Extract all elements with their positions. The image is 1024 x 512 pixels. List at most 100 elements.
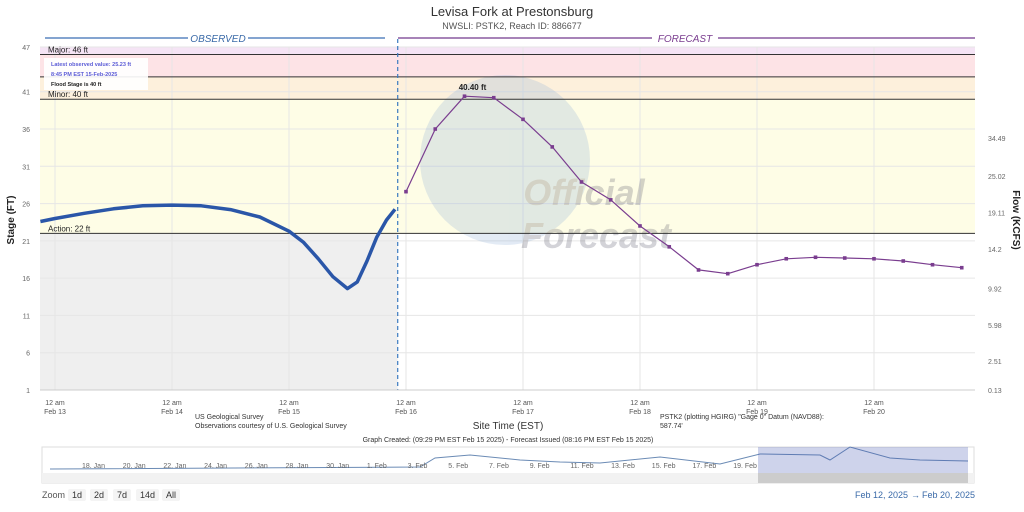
x-tick-label: 12 am [513, 400, 533, 407]
graph-created-note: Graph Created: (09:29 PM EST Feb 15 2025… [363, 437, 654, 444]
usgs-note: US Geological Survey Observations courtes… [195, 414, 347, 430]
y2-tick-label: 25.02 [988, 174, 1006, 181]
x-tick-label: 12 am [864, 400, 884, 407]
observed-header: OBSERVED [190, 34, 245, 45]
forecast-point [638, 224, 642, 228]
y2-tick-label: 0.13 [988, 388, 1002, 395]
navigator-date-label: 9. Feb [530, 463, 550, 470]
y2-tick-label: 5.98 [988, 323, 1002, 330]
navigator-date-label: 22. Jan [163, 463, 186, 470]
action-threshold-label: Action: 22 ft [48, 224, 91, 233]
forecast-point [404, 189, 408, 194]
zoom-label: Zoom [42, 490, 65, 500]
forecast-point [608, 198, 613, 202]
navigator-date-label: 24. Jan [204, 463, 227, 470]
navigator-date-label: 7. Feb [489, 463, 509, 470]
navigator-date-label: 3. Feb [408, 463, 428, 470]
major-threshold-label: Major: 46 ft [48, 45, 89, 54]
chart-subtitle: NWSLI: PSTK2, Reach ID: 886677 [442, 21, 582, 31]
forecast-point [433, 127, 438, 131]
forecast-point [872, 256, 876, 261]
navigator[interactable]: 18. Jan 20. Jan 22. Jan 24. Jan 26. Jan 28. J… [41, 446, 975, 484]
forecast-point [725, 271, 730, 276]
y2-tick-label: 9.92 [988, 287, 1002, 294]
noaa-watermark: Official Forecast [420, 75, 673, 256]
x-tick-label: 12 am [162, 400, 182, 407]
svg-text:Latest observed value: 25.23 f: Latest observed value: 25.23 ft [51, 62, 131, 68]
y2-tick-label: 2.51 [988, 359, 1002, 366]
navigator-date-label: 5. Feb [448, 463, 468, 470]
svg-text:8:45 PM EST 15-Feb-2025: 8:45 PM EST 15-Feb-2025 [51, 72, 117, 78]
y-tick-label: 47 [22, 45, 30, 52]
navigator-scrollbar[interactable] [42, 473, 974, 483]
noaa-seal [420, 75, 590, 245]
tooltip: Latest observed value: 25.23 ft 8:45 PM … [44, 58, 148, 90]
x-tick-label: 12 am [747, 400, 767, 407]
zoom-2d-button[interactable]: 2d [90, 489, 109, 501]
forecast-point [930, 262, 935, 267]
forecast-header: FORECAST [658, 34, 713, 45]
forecast-point [491, 95, 496, 100]
forecast-point [755, 262, 759, 267]
navigator-date-label: 26. Jan [245, 463, 268, 470]
forecast-point [784, 256, 789, 261]
x-tick-date: Feb 16 [395, 409, 417, 416]
y-axis-title: Stage (FT) [6, 196, 17, 245]
zoom-1d-button[interactable]: 1d [68, 489, 87, 501]
forecast-point [521, 117, 525, 122]
observed-series-line [40, 203, 397, 291]
navigator-date-label: 17. Feb [693, 463, 717, 470]
x-tick-date: Feb 19 [746, 409, 768, 416]
x-tick-date: Feb 18 [629, 409, 651, 416]
minor-threshold-label: Minor: 40 ft [48, 90, 89, 99]
y-tick-label: 11 [23, 313, 30, 320]
x-tick-label: 12 am [45, 400, 65, 407]
date-range[interactable]: Feb 12, 2025 → Feb 20, 2025 [855, 490, 975, 500]
svg-text:Flood Stage is 40 ft: Flood Stage is 40 ft [51, 82, 102, 88]
y2-axis-title: Flow (KCFS) [1010, 190, 1021, 249]
navigator-date-label: 20. Jan [123, 463, 146, 470]
x-tick-label: 12 am [630, 400, 650, 407]
navigator-selection[interactable] [758, 447, 968, 473]
navigator-date-label: 11. Feb [570, 463, 593, 470]
zoom-all-button[interactable]: All [162, 489, 181, 501]
forecast-point [550, 145, 555, 149]
forecast-series-line [405, 95, 962, 275]
y-tick-label: 21 [22, 239, 30, 246]
watermark-forecast: Forecast [521, 215, 673, 256]
chart-title: Levisa Fork at Prestonsburg [430, 4, 594, 19]
forecast-point [579, 180, 584, 184]
datum-note: PSTK2 (plotting HGIRG) "Gage 0" Datum (N… [660, 414, 824, 430]
navigator-date-label: 30. Jan [326, 463, 349, 470]
peak-label: 40.40 ft [459, 83, 487, 92]
y2-tick-label: 19.11 [988, 211, 1005, 218]
scrollbar-thumb[interactable] [758, 473, 968, 483]
y-tick-label: 41 [22, 90, 30, 97]
y-tick-label: 1 [26, 388, 30, 395]
x-tick-date: Feb 13 [44, 409, 66, 416]
y-tick-label: 6 [26, 351, 30, 358]
zoom-7d-button[interactable]: 7d [113, 489, 132, 501]
forecast-point [959, 265, 964, 270]
forecast-point [901, 259, 906, 263]
navigator-date-label: 15. Feb [652, 463, 676, 470]
navigator-series [49, 446, 969, 470]
forecast-point [842, 256, 847, 260]
major-band [40, 47, 975, 55]
y2-tick-label: 34.49 [988, 136, 1006, 143]
forecast-point [462, 94, 467, 99]
observed-below-action-band [40, 233, 398, 390]
watermark-official: Official [523, 172, 645, 213]
y-tick-label: 26 [22, 202, 30, 209]
forecast-point [667, 245, 672, 249]
y-tick-label: 36 [22, 127, 30, 134]
navigator-date-label: 13. Feb [611, 463, 635, 470]
x-tick-date: Feb 15 [278, 409, 300, 416]
navigator-date-label: 1. Feb [367, 463, 387, 470]
y-tick-label: 31 [22, 164, 30, 171]
moderate-band [40, 54, 975, 77]
minor-band [40, 76, 975, 100]
zoom-14d-button[interactable]: 14d [136, 489, 160, 501]
y2-tick-label: 14.2 [988, 247, 1002, 254]
